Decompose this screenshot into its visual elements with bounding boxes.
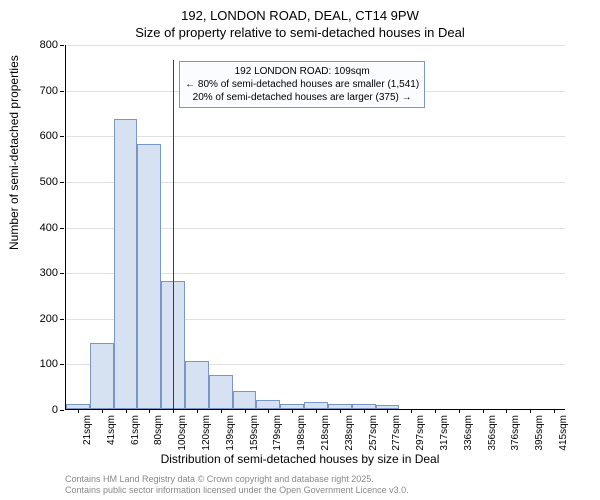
y-tick-label: 500 [40, 176, 58, 188]
x-tick [149, 409, 150, 413]
x-tick-label: 21sqm [82, 415, 93, 445]
x-tick [292, 409, 293, 413]
histogram-bar [209, 375, 233, 409]
chart-title-main: 192, LONDON ROAD, DEAL, CT14 9PW [0, 0, 600, 23]
y-tick-label: 700 [40, 85, 58, 97]
x-tick-label: 120sqm [201, 415, 212, 451]
annotation-line: 192 LONDON ROAD: 109sqm [185, 65, 419, 78]
x-axis-title: Distribution of semi-detached houses by … [0, 452, 600, 466]
y-tick [60, 364, 64, 365]
x-tick-label: 41sqm [106, 415, 117, 445]
x-tick [316, 409, 317, 413]
y-axis-title: Number of semi-detached properties [7, 55, 21, 250]
reference-line [173, 60, 174, 409]
grid-line [66, 45, 565, 46]
y-tick-label: 600 [40, 130, 58, 142]
y-tick [60, 273, 64, 274]
x-tick-label: 415sqm [558, 415, 569, 451]
histogram-bar [90, 343, 114, 409]
annotation-line: ← 80% of semi-detached houses are smalle… [185, 78, 419, 91]
grid-line [66, 136, 565, 137]
x-tick-label: 257sqm [368, 415, 379, 451]
x-tick-label: 139sqm [225, 415, 236, 451]
plot-area: 010020030040050060070080021sqm41sqm61sqm… [65, 45, 565, 410]
histogram-bar [185, 361, 209, 409]
histogram-bar [256, 400, 280, 409]
histogram-bar [137, 144, 161, 409]
x-tick [411, 409, 412, 413]
annotation-box: 192 LONDON ROAD: 109sqm← 80% of semi-det… [179, 61, 425, 108]
x-tick [245, 409, 246, 413]
x-tick [554, 409, 555, 413]
x-tick-label: 80sqm [153, 415, 164, 445]
footer-line-2: Contains public sector information licen… [65, 485, 409, 496]
x-tick-label: 238sqm [344, 415, 355, 451]
y-tick [60, 182, 64, 183]
y-tick-label: 100 [40, 358, 58, 370]
y-tick [60, 410, 64, 411]
x-tick-label: 159sqm [249, 415, 260, 451]
x-tick [459, 409, 460, 413]
x-tick-label: 356sqm [487, 415, 498, 451]
x-tick-label: 277sqm [391, 415, 402, 451]
x-tick-label: 317sqm [439, 415, 450, 451]
y-tick [60, 45, 64, 46]
x-tick [506, 409, 507, 413]
y-tick [60, 136, 64, 137]
y-tick [60, 228, 64, 229]
y-tick-label: 200 [40, 313, 58, 325]
chart-area: 010020030040050060070080021sqm41sqm61sqm… [65, 45, 565, 410]
x-tick [340, 409, 341, 413]
x-tick-label: 336sqm [463, 415, 474, 451]
x-tick [435, 409, 436, 413]
footer-attribution: Contains HM Land Registry data © Crown c… [65, 474, 409, 496]
chart-container: 192, LONDON ROAD, DEAL, CT14 9PW Size of… [0, 0, 600, 500]
x-tick [483, 409, 484, 413]
x-tick [102, 409, 103, 413]
y-tick [60, 319, 64, 320]
x-tick [387, 409, 388, 413]
x-tick-label: 218sqm [320, 415, 331, 451]
x-tick [173, 409, 174, 413]
histogram-bar [114, 119, 138, 409]
x-tick-label: 395sqm [534, 415, 545, 451]
histogram-bar [233, 391, 257, 409]
x-tick-label: 100sqm [177, 415, 188, 451]
x-tick [268, 409, 269, 413]
y-tick-label: 800 [40, 39, 58, 51]
histogram-bar [304, 402, 328, 409]
annotation-line: 20% of semi-detached houses are larger (… [185, 91, 419, 104]
footer-line-1: Contains HM Land Registry data © Crown c… [65, 474, 409, 485]
x-tick-label: 198sqm [296, 415, 307, 451]
x-tick [126, 409, 127, 413]
x-tick-label: 179sqm [272, 415, 283, 451]
x-tick [364, 409, 365, 413]
y-tick [60, 91, 64, 92]
chart-title-sub: Size of property relative to semi-detach… [0, 23, 600, 40]
y-tick-label: 300 [40, 267, 58, 279]
y-tick-label: 0 [52, 404, 58, 416]
x-tick-label: 376sqm [510, 415, 521, 451]
x-tick [221, 409, 222, 413]
x-tick [530, 409, 531, 413]
x-tick [197, 409, 198, 413]
x-tick-label: 61sqm [130, 415, 141, 445]
x-tick [78, 409, 79, 413]
x-tick-label: 297sqm [415, 415, 426, 451]
y-tick-label: 400 [40, 222, 58, 234]
